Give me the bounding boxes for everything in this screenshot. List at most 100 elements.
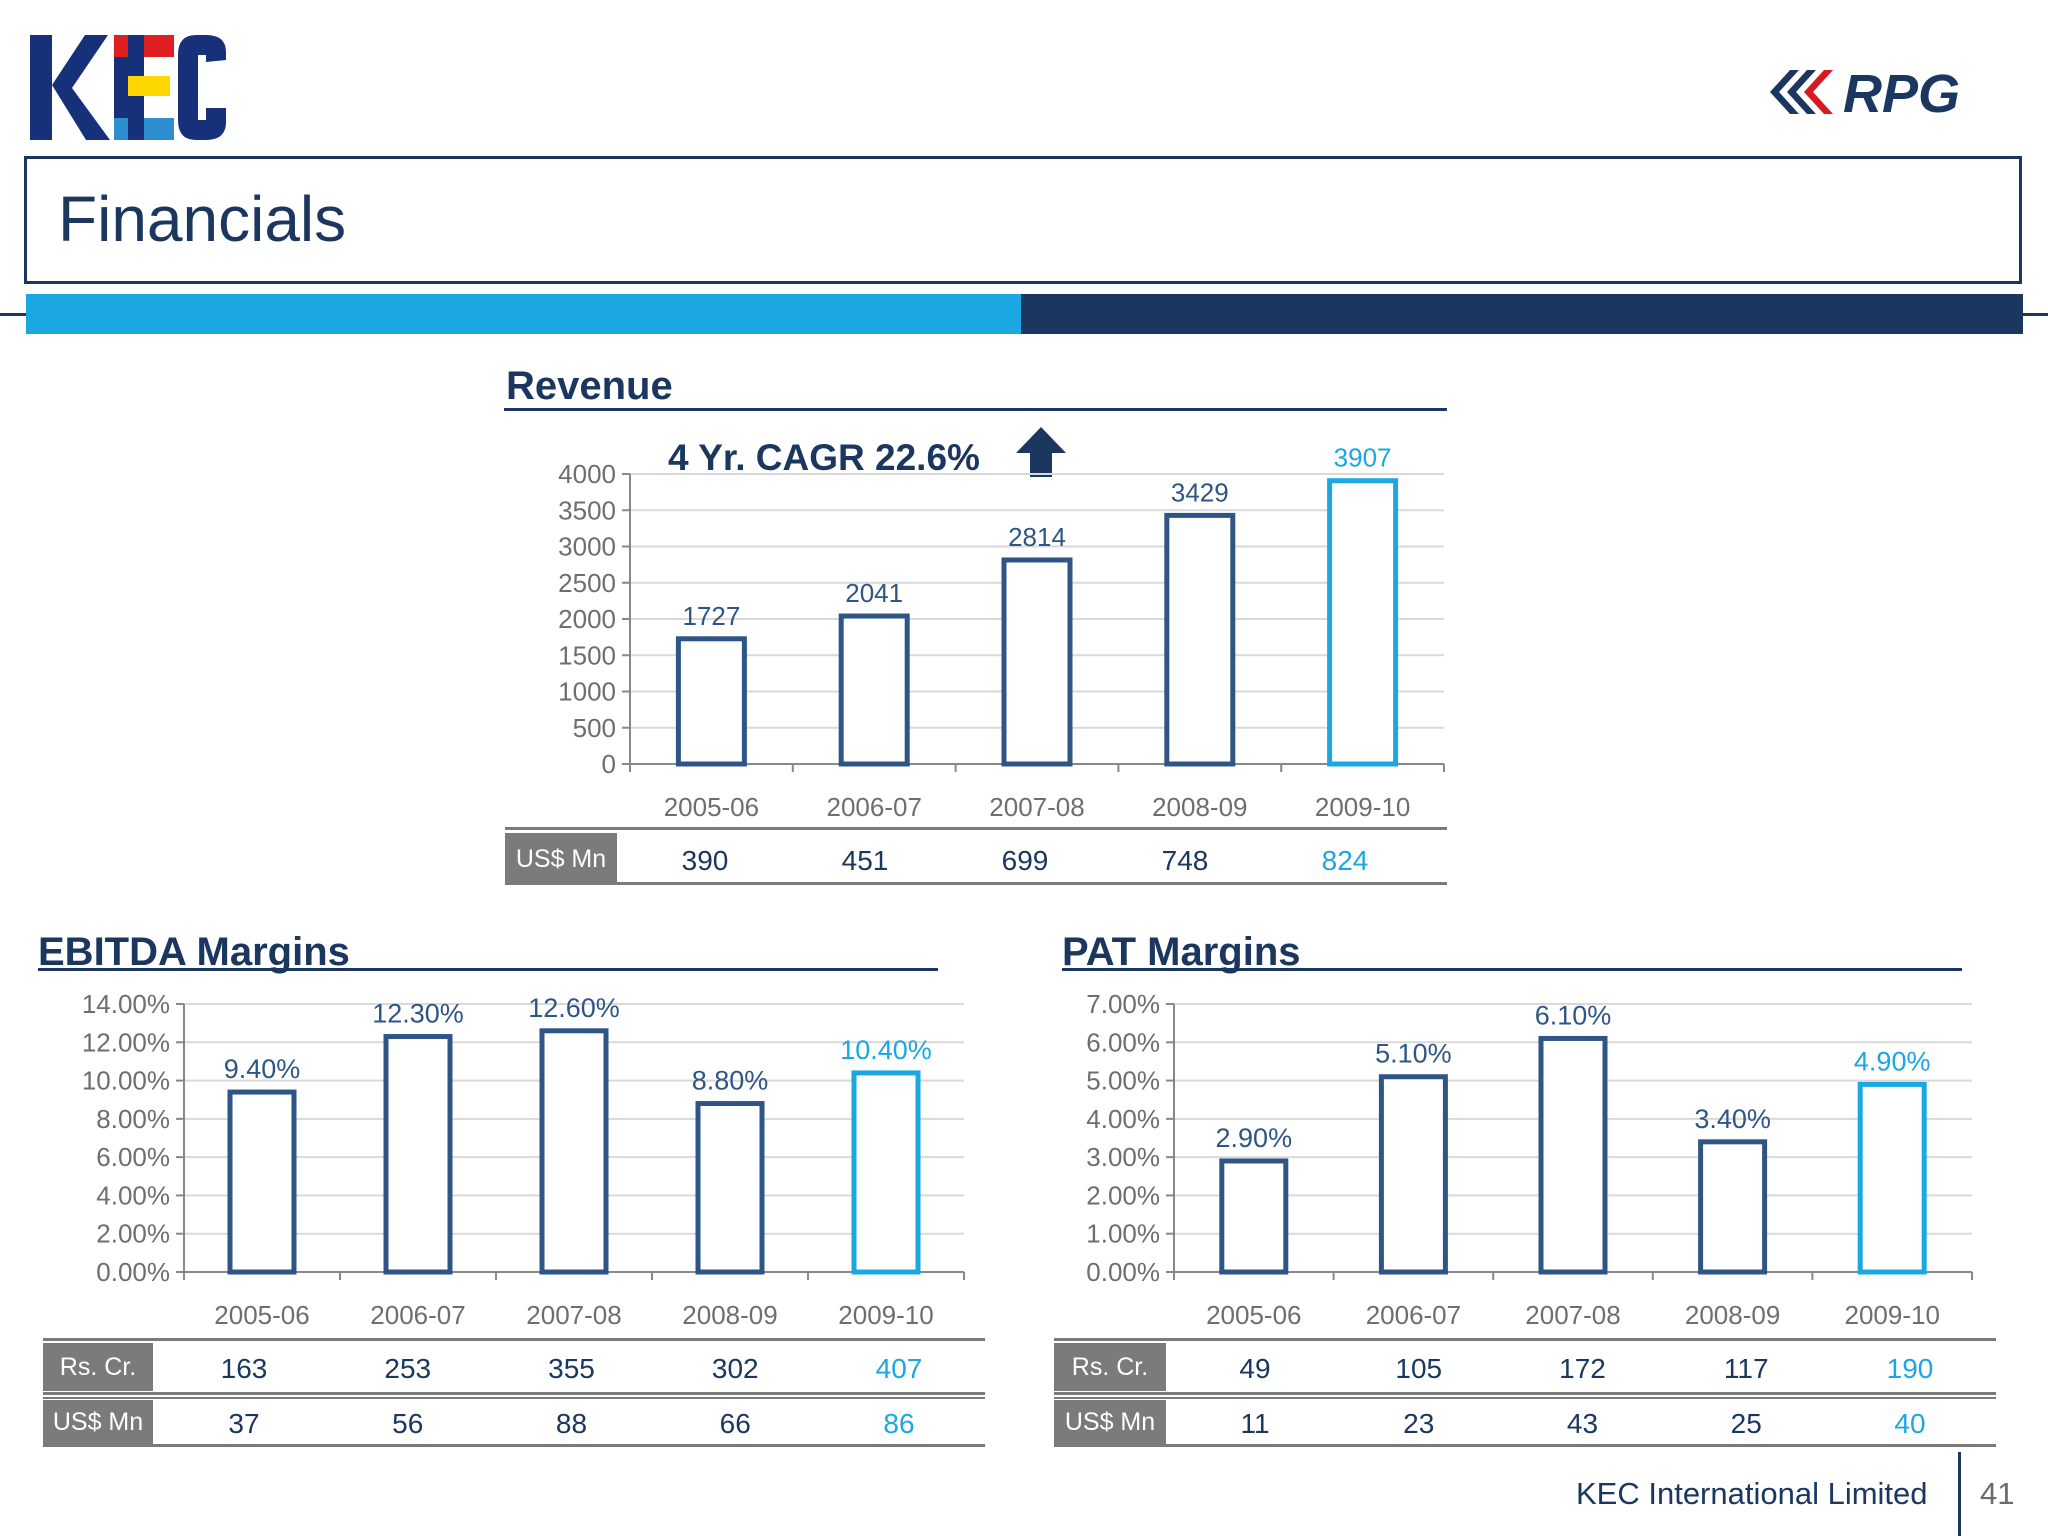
- revenue-usd-row: 390 451 699 748 824: [645, 845, 1405, 877]
- header-accent-bar: [26, 294, 1021, 334]
- category-label: 2005-06: [214, 1300, 309, 1330]
- revenue-usd-cell: 748: [1161, 845, 1209, 876]
- pat-table-rule-bottom: [1054, 1444, 1996, 1447]
- header-rule-right: [2023, 313, 2048, 316]
- pat-title: PAT Margins: [1062, 930, 1301, 974]
- svg-text:RPG: RPG: [1843, 64, 1960, 124]
- revenue-usd-cell: 824: [1321, 845, 1369, 876]
- y-tick-label: 1.00%: [1086, 1219, 1160, 1249]
- category-label: 2006-07: [1366, 1300, 1461, 1330]
- data-label: 2.90%: [1216, 1123, 1293, 1153]
- footer-company: KEC International Limited: [1576, 1476, 1928, 1511]
- ebitda-usd-label: US$ Mn: [43, 1400, 153, 1444]
- ebitda-rs-cell: 163: [220, 1353, 268, 1384]
- data-label: 2814: [1008, 522, 1066, 552]
- bar: [851, 1070, 921, 1275]
- footer-divider: [1958, 1452, 1961, 1536]
- pat-table-rule-mid2: [1054, 1397, 1996, 1399]
- bar: [675, 636, 747, 767]
- y-tick-label: 6.00%: [96, 1142, 170, 1172]
- page-number: 41: [1980, 1476, 2015, 1511]
- header-dark-bar: [1021, 294, 2023, 334]
- bar: [838, 613, 910, 767]
- cagr-label: 4 Yr. CAGR 22.6%: [668, 437, 980, 478]
- pat-rs-cell: 49: [1239, 1353, 1271, 1384]
- revenue-table-rule-top: [505, 827, 1447, 830]
- y-tick-label: 5.00%: [1086, 1066, 1160, 1096]
- y-tick-label: 0.00%: [1086, 1257, 1160, 1287]
- pat-usd-row: 11 23 43 25 40: [1195, 1408, 1970, 1440]
- data-label: 12.30%: [372, 999, 464, 1029]
- bar: [1698, 1139, 1768, 1275]
- revenue-usd-cell: 451: [841, 845, 889, 876]
- y-tick-label: 2000: [558, 604, 616, 634]
- y-tick-label: 7.00%: [1086, 989, 1160, 1019]
- ebitda-rs-cell: 302: [711, 1353, 759, 1384]
- ebitda-chart: 0.00% 2.00% 4.00% 6.00% 8.00% 10.00% 12.00% 14.…: [82, 989, 965, 1330]
- ebitda-title: EBITDA Margins: [38, 930, 350, 974]
- pat-usd-cell: 11: [1240, 1408, 1270, 1439]
- category-label: 2008-09: [1152, 792, 1247, 822]
- pat-table-rule-top: [1054, 1338, 1996, 1341]
- pat-rs-cell: 105: [1395, 1353, 1443, 1384]
- category-label: 2008-09: [682, 1300, 777, 1330]
- data-label: 6.10%: [1535, 1000, 1612, 1030]
- data-label: 3429: [1171, 477, 1229, 507]
- revenue-usd-cell: 390: [681, 845, 729, 876]
- data-label: 2041: [845, 578, 903, 608]
- category-label: 2005-06: [1206, 1300, 1301, 1330]
- revenue-title: Revenue: [506, 364, 673, 408]
- bar: [1857, 1081, 1927, 1275]
- ebitda-usd-cell: 37: [228, 1408, 260, 1439]
- kec-logo: [30, 35, 226, 140]
- data-label: 1727: [682, 601, 740, 631]
- y-tick-label: 3500: [558, 495, 616, 525]
- pat-usd-cell: 40: [1894, 1408, 1926, 1439]
- ebitda-table-rule-bottom: [43, 1444, 985, 1447]
- ebitda-usd-row: 37 56 88 66 86: [184, 1408, 959, 1440]
- y-tick-label: 4000: [558, 459, 616, 489]
- ebitda-usd-cell: 66: [719, 1408, 751, 1439]
- data-label: 3.40%: [1694, 1104, 1771, 1134]
- pat-rs-cell: 172: [1559, 1353, 1606, 1384]
- y-tick-label: 12.00%: [82, 1027, 170, 1057]
- y-tick-label: 500: [573, 713, 616, 743]
- y-tick-label: 2.00%: [1086, 1180, 1160, 1210]
- pat-table-rule-mid: [1054, 1392, 1996, 1395]
- category-label: 2005-06: [664, 792, 759, 822]
- ebitda-table-rule-mid: [43, 1392, 985, 1395]
- ebitda-usd-cell: 88: [555, 1408, 588, 1439]
- pat-chart: 0.00% 1.00% 2.00% 3.00% 4.00% 5.00% 6.00% 7.00%…: [1086, 989, 1973, 1330]
- y-tick-label: 1500: [558, 640, 616, 670]
- pat-rs-label: Rs. Cr.: [1054, 1343, 1166, 1391]
- ebitda-table-rule-top: [43, 1338, 985, 1341]
- pat-usd-cell: 43: [1566, 1408, 1599, 1439]
- bar: [383, 1034, 453, 1275]
- bar: [1327, 478, 1399, 767]
- pat-rs-cell: 190: [1886, 1353, 1934, 1384]
- revenue-chart: 0 500 1000 1500 2000 2500 3000 3500 4000 1727 2005…: [558, 443, 1445, 822]
- y-tick-label: 0: [602, 749, 616, 779]
- category-label: 2006-07: [370, 1300, 465, 1330]
- pat-usd-label: US$ Mn: [1054, 1400, 1166, 1444]
- bar: [539, 1028, 609, 1275]
- y-tick-label: 4.00%: [96, 1180, 170, 1210]
- y-tick-label: 6.00%: [1086, 1027, 1160, 1057]
- data-label: 4.90%: [1854, 1046, 1931, 1076]
- category-label: 2007-08: [989, 792, 1084, 822]
- up-arrow-icon: [1016, 427, 1066, 477]
- data-label: 3907: [1334, 443, 1392, 473]
- ebitda-rs-cell: 407: [875, 1353, 923, 1384]
- category-label: 2007-08: [1525, 1300, 1620, 1330]
- revenue-usd-cell: 699: [1001, 845, 1049, 876]
- category-label: 2006-07: [826, 792, 921, 822]
- bar: [1538, 1035, 1608, 1275]
- y-tick-label: 10.00%: [82, 1066, 170, 1096]
- y-tick-label: 8.00%: [96, 1104, 170, 1134]
- category-label: 2009-10: [1315, 792, 1410, 822]
- ebitda-rs-row: 163 253 355 302 407: [184, 1353, 959, 1385]
- bar: [1219, 1158, 1289, 1275]
- y-tick-label: 14.00%: [82, 989, 170, 1019]
- category-label: 2008-09: [1685, 1300, 1780, 1330]
- data-label: 8.80%: [692, 1066, 769, 1096]
